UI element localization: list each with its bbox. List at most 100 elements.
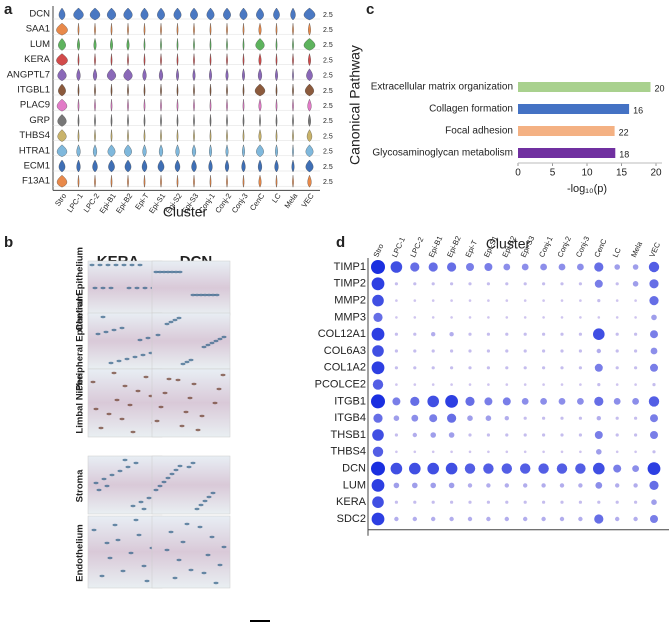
- violin: [274, 159, 279, 173]
- bar-annotation: 16: [633, 105, 643, 115]
- nucleus: [93, 407, 99, 411]
- dot: [467, 483, 473, 488]
- x-tick-label: LPC-1: [390, 236, 407, 259]
- dot: [615, 366, 619, 370]
- violin: [305, 159, 314, 173]
- violin: [175, 144, 180, 158]
- violin: [77, 23, 80, 36]
- row-label: Central Epithelium: [75, 247, 86, 331]
- violin: [92, 144, 98, 158]
- violin: [292, 99, 294, 112]
- dot: [393, 415, 400, 422]
- dot: [615, 450, 619, 454]
- nucleus: [95, 332, 101, 336]
- x-tick-label: LC: [270, 191, 283, 204]
- gene-label: ITGB1: [334, 395, 366, 407]
- dot: [615, 516, 620, 522]
- x-tick-label: 0: [515, 168, 521, 179]
- dot: [468, 282, 472, 286]
- nucleus: [126, 286, 132, 290]
- micrograph: [151, 515, 231, 589]
- nucleus: [190, 461, 196, 465]
- nucleus: [168, 530, 174, 534]
- violin: [305, 144, 314, 157]
- nucleus: [197, 525, 203, 529]
- dot: [615, 332, 619, 336]
- violin: [56, 99, 68, 112]
- dot: [521, 398, 529, 405]
- nucleus: [91, 528, 97, 532]
- dot: [468, 316, 472, 319]
- violin: [127, 53, 129, 67]
- violin: [192, 68, 196, 82]
- dot: [371, 461, 385, 476]
- violin: [110, 175, 113, 188]
- x-tick-label: Conj-2: [213, 192, 233, 215]
- dot: [594, 396, 604, 406]
- row-label: Endothelium: [75, 524, 86, 582]
- nucleus: [221, 545, 227, 549]
- dot: [431, 383, 435, 386]
- gene-label: HTRA1: [19, 145, 50, 156]
- dot: [372, 496, 384, 509]
- dot: [413, 282, 417, 286]
- violin: [209, 38, 212, 51]
- violin: [160, 175, 162, 188]
- nucleus: [217, 563, 223, 567]
- row-tick-label: 2.5: [323, 42, 333, 49]
- dot: [578, 500, 583, 504]
- nucleus: [179, 424, 185, 428]
- x-tick-label: Epi-B2: [445, 234, 463, 258]
- dot: [504, 516, 509, 522]
- row-label: Stroma: [75, 469, 86, 502]
- dot: [542, 433, 546, 437]
- violin: [275, 129, 278, 143]
- row-label: Peripheral Epithelium: [75, 293, 86, 391]
- violin: [110, 23, 113, 36]
- row-tick-label: 2.5: [323, 118, 333, 125]
- dot: [468, 366, 472, 370]
- dot: [372, 294, 384, 307]
- x-tick-label: Conj-3: [230, 192, 250, 215]
- dot: [484, 263, 493, 271]
- nucleus: [191, 382, 197, 386]
- dot: [450, 450, 453, 454]
- gene-label: KERA: [24, 54, 51, 65]
- nucleus: [201, 571, 207, 575]
- dot: [652, 383, 656, 387]
- violin: [275, 83, 278, 97]
- violin: [242, 144, 245, 158]
- gene-label: THBS4: [331, 446, 366, 458]
- dot: [542, 332, 546, 336]
- dot: [615, 416, 619, 420]
- x-tick-label: VEC: [300, 191, 317, 209]
- violin: [143, 114, 146, 127]
- nucleus: [128, 551, 134, 555]
- dot: [505, 282, 509, 286]
- nucleus: [90, 380, 96, 384]
- dot: [450, 282, 454, 286]
- nucleus: [161, 270, 167, 274]
- violin: [206, 7, 215, 21]
- violin: [141, 159, 148, 173]
- gene-label: DCN: [342, 463, 366, 475]
- dot: [615, 349, 619, 353]
- dot: [504, 416, 509, 421]
- gene-label: F13A1: [22, 176, 50, 187]
- y-axis-label: Canonical Pathway: [347, 45, 363, 165]
- violin: [176, 53, 179, 67]
- violin: [242, 83, 245, 97]
- violin: [307, 98, 312, 112]
- nucleus: [180, 540, 186, 544]
- dot: [431, 299, 435, 302]
- dot: [390, 261, 403, 273]
- violin: [224, 159, 230, 173]
- dot: [523, 433, 527, 437]
- dot: [520, 463, 531, 474]
- dot: [371, 260, 385, 274]
- dot: [593, 328, 605, 341]
- dot: [597, 500, 601, 504]
- violin: [94, 175, 96, 188]
- nucleus: [165, 270, 171, 274]
- violin: [142, 144, 147, 158]
